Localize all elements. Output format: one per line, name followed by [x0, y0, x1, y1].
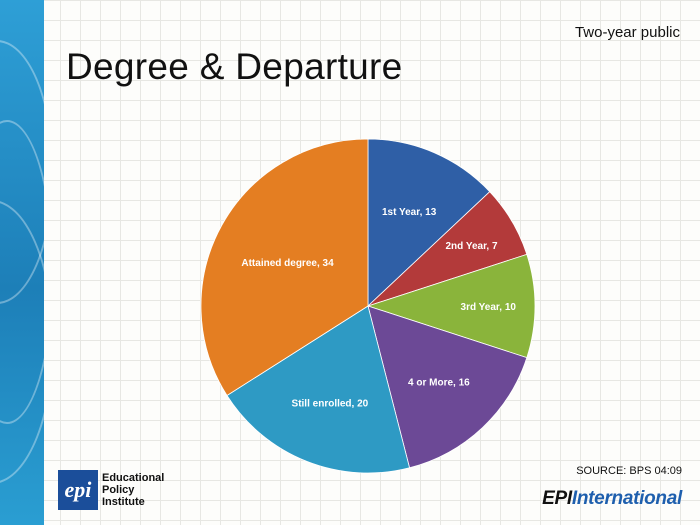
- epi-logo-text: Educational Policy Institute: [102, 472, 164, 508]
- brand-suffix: International: [571, 488, 682, 509]
- decorative-side-bar: [0, 0, 44, 525]
- source-note: SOURCE: BPS 04:09: [576, 465, 682, 477]
- pie-slice: [366, 253, 536, 359]
- pie-slice: [367, 305, 528, 469]
- slice-label: 2nd Year, 7: [445, 241, 498, 252]
- epi-logo: epi Educational Policy Institute: [58, 470, 164, 510]
- slice-label: 4 or More, 16: [408, 377, 470, 388]
- epi-international-logo: EPIInternational: [542, 488, 682, 510]
- slice-label: 3rd Year, 10: [461, 302, 517, 313]
- slice-label: Still enrolled, 20: [292, 398, 369, 409]
- pie-slice: [367, 138, 491, 307]
- slice-label: Attained degree, 34: [241, 258, 334, 269]
- brand-prefix: EPI: [542, 488, 572, 509]
- pie-slice: [226, 305, 411, 474]
- epi-logo-line: Educational: [102, 472, 165, 484]
- epi-logo-mark: epi: [58, 470, 98, 510]
- pie-slice: [200, 138, 369, 397]
- slide-subtitle: Two-year public: [574, 24, 680, 41]
- epi-logo-line: Policy: [102, 484, 135, 496]
- slice-label: 1st Year, 13: [382, 207, 437, 218]
- slide-title: Degree & Departure: [66, 46, 403, 87]
- epi-logo-line: Institute: [102, 496, 145, 508]
